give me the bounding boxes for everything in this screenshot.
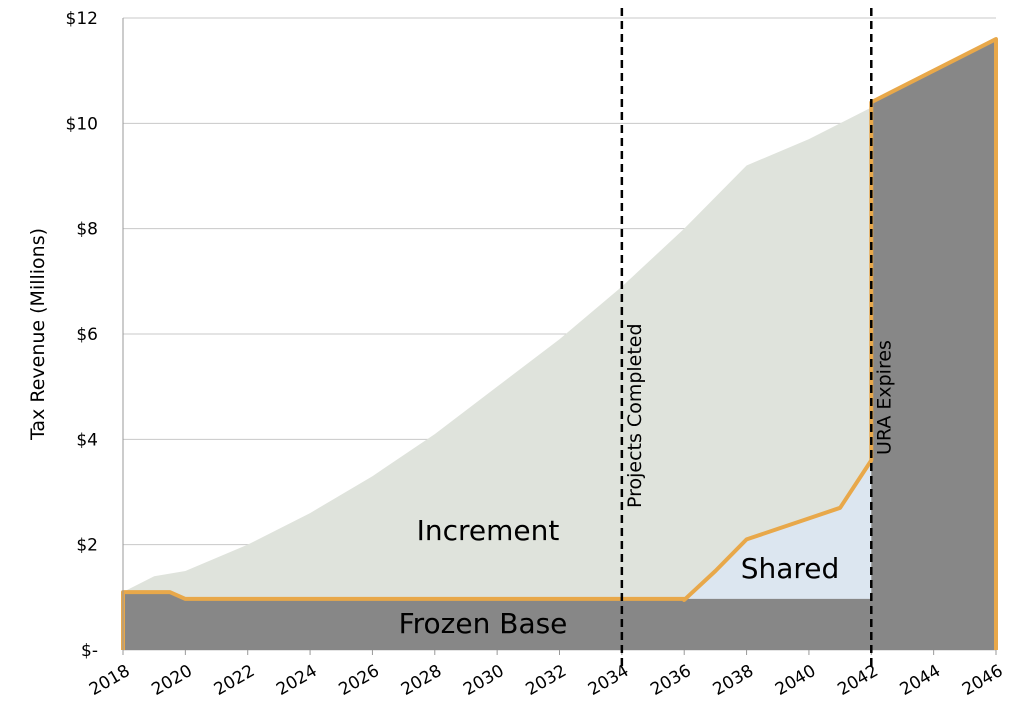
- area: [123, 107, 872, 651]
- y-tick-label: $-: [81, 641, 98, 661]
- area: [123, 39, 996, 651]
- x-tick-label: 2022: [211, 661, 258, 700]
- x-tick-label: 2038: [710, 661, 757, 700]
- x-tick-label: 2040: [772, 661, 819, 700]
- x-tick-label: 2044: [897, 661, 944, 700]
- y-tick-label: $12: [66, 9, 98, 29]
- annotation-label: Projects Completed: [624, 323, 646, 508]
- x-tick-label: 2032: [523, 661, 570, 700]
- y-tick-label: $2: [76, 536, 98, 556]
- y-axis-label: Tax Revenue (Millions): [27, 228, 49, 441]
- y-tick-label: $10: [66, 114, 98, 134]
- x-tick-label: 2028: [398, 661, 445, 700]
- series-label: Increment: [417, 514, 560, 547]
- x-tick-label: 2046: [959, 661, 1006, 700]
- y-tick-label: $4: [76, 430, 98, 450]
- x-tick-label: 2034: [585, 661, 632, 700]
- x-tick-label: 2026: [335, 661, 382, 700]
- x-tick-label: 2024: [273, 661, 320, 700]
- y-tick-label: $8: [76, 220, 98, 240]
- series-label: Frozen Base: [399, 607, 568, 640]
- annotation-label: URA Expires: [873, 340, 895, 455]
- x-tick-label: 2036: [647, 661, 694, 700]
- y-tick-label: $6: [76, 325, 98, 345]
- series-label: Shared: [741, 552, 840, 585]
- x-tick-label: 2018: [86, 661, 133, 700]
- x-tick-label: 2020: [148, 661, 195, 700]
- x-tick-label: 2042: [834, 661, 881, 700]
- x-tick-label: 2030: [460, 661, 507, 700]
